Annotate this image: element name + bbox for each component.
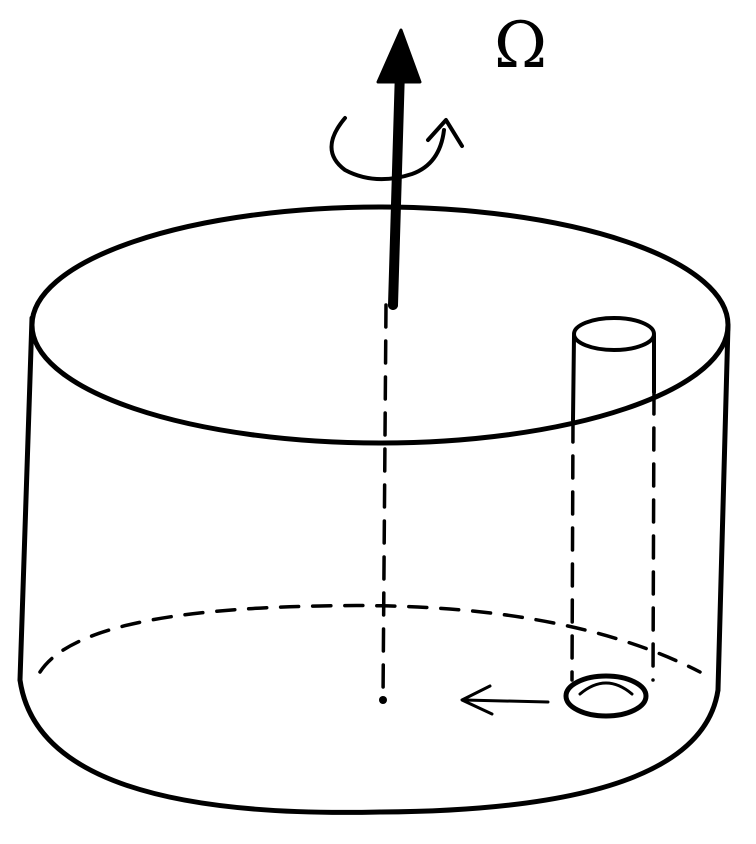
tube-top-cap <box>572 316 656 352</box>
tube-wall-left-dashed <box>570 418 575 682</box>
rotation-direction-arrow <box>329 116 446 182</box>
flow-arrow-shaft <box>462 698 550 704</box>
cylinder-right-wall <box>715 322 731 693</box>
tube-wall-left-above <box>571 334 576 422</box>
axis-bottom-point <box>379 696 387 704</box>
cylinder-top-rim <box>29 204 731 446</box>
cylinder-bottom-back-rim <box>38 603 702 674</box>
cylinder-left-wall <box>17 315 35 683</box>
tube-outlet-hole-inner <box>578 681 634 696</box>
tube-outlet-hole <box>563 673 649 719</box>
flow-arrowhead <box>460 684 494 716</box>
rotation-axis-dashed <box>381 303 388 702</box>
omega-label: Ω <box>494 9 548 83</box>
rotation-arrowhead <box>426 118 464 148</box>
omega-vector-arrowhead <box>376 28 422 84</box>
omega-vector-shaft <box>388 65 405 310</box>
tube-wall-right-dashed <box>651 390 656 682</box>
cylinder-bottom-front-rim <box>17 677 721 815</box>
